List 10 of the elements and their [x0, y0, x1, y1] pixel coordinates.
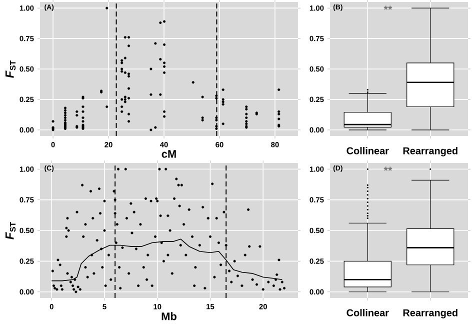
annotation: **	[384, 6, 392, 10]
y-axis-title: F$_{ST}$	[6, 60, 16, 78]
x-tick-label: Rearranged	[403, 308, 458, 318]
y-axis-title: F$_{ST}$	[6, 222, 16, 240]
annotation: **	[384, 166, 392, 171]
x-axis-title: Mb	[162, 312, 176, 320]
x-axis-title: cM	[162, 150, 176, 158]
x-tick-label: Collinear	[346, 308, 389, 316]
x-tick-label: Rearranged	[403, 146, 458, 156]
x-tick-label: Collinear	[346, 146, 389, 154]
